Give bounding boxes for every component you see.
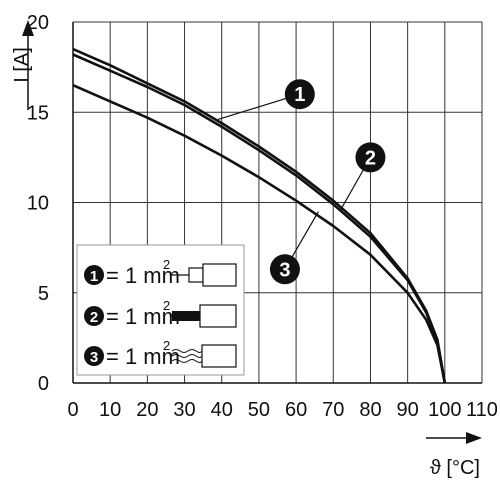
x-tick-label: 0: [67, 399, 78, 421]
axis-titles: I [A] ϑ [°C]: [11, 20, 482, 479]
x-tick-label: 50: [248, 399, 270, 421]
y-tick-label: 15: [27, 102, 49, 124]
marker-label-3: 3: [279, 259, 290, 281]
x-tick-label: 80: [359, 399, 381, 421]
series-markers: 1 2 3: [217, 79, 386, 285]
y-tick-label: 20: [27, 12, 49, 34]
axes: [72, 22, 482, 384]
stranded-conductor-icon: [171, 344, 237, 368]
legend-marker-num: 3: [90, 349, 98, 366]
legend-text: = 1 mm: [106, 304, 180, 329]
marker-circle-2: [355, 142, 386, 173]
legend-text: = 1 mm: [106, 344, 180, 369]
legend-superscript: 2: [163, 338, 170, 353]
legend-marker-3: [84, 346, 104, 366]
legend-superscript: 2: [163, 257, 170, 272]
legend-marker-num: 2: [90, 309, 98, 326]
x-tick-label: 10: [99, 399, 121, 421]
x-tick-label: 20: [136, 399, 158, 421]
x-tick-label: 110: [466, 399, 498, 421]
x-tick-label: 30: [173, 399, 195, 421]
y-tick-label: 5: [38, 283, 49, 305]
x-tick-label: 100: [428, 399, 461, 421]
series-line-2: [72, 53, 447, 384]
marker-circle-1: [284, 79, 315, 110]
legend-marker-num: 1: [90, 268, 98, 285]
solid-conductor-icon: [172, 304, 237, 328]
marker-label-1: 1: [294, 84, 305, 106]
marker-circle-3: [269, 254, 300, 285]
legend-superscript: 2: [163, 298, 170, 313]
y-axis-arrow-head: [22, 20, 34, 36]
x-tick-label: 70: [322, 399, 344, 421]
marker-label-2: 2: [365, 147, 376, 169]
x-tick-label: 60: [285, 399, 307, 421]
y-tick-label: 10: [27, 193, 49, 215]
y-tick-label: 0: [38, 373, 49, 395]
x-tick-label: 40: [211, 399, 233, 421]
x-tick-label: 90: [397, 399, 419, 421]
y-axis-title: I [A]: [11, 47, 33, 83]
legend-marker-1: [84, 265, 104, 285]
x-axis-arrow-head: [466, 432, 482, 444]
x-axis-title: ϑ [°C]: [430, 457, 480, 479]
legend-text: = 1 mm: [106, 263, 180, 288]
series-line-3: [72, 84, 447, 384]
legend-marker-2: [84, 306, 104, 326]
ferrule-with-collar-icon: [172, 263, 237, 287]
tick-labels: 0 10 20 30 40 50 60 70 80 90 100 110 0 5 10 15 20: [27, 12, 498, 421]
series-lines: [72, 47, 447, 384]
